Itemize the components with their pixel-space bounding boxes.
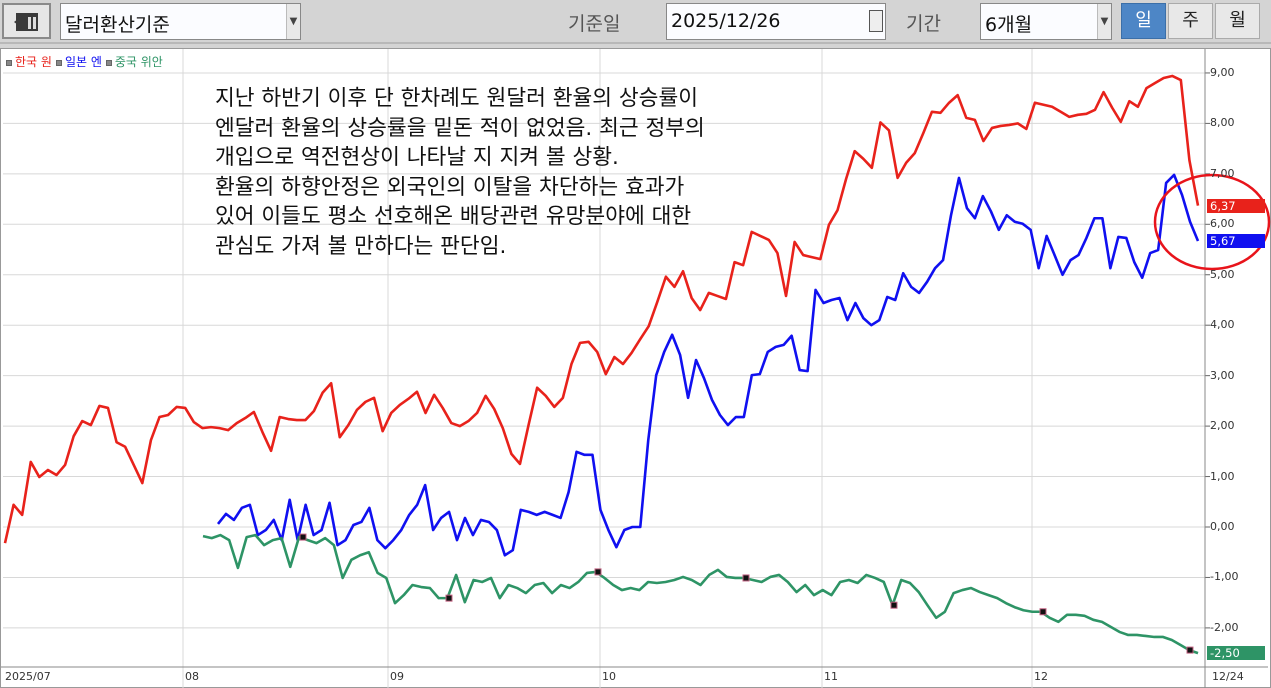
legend-label: 일본 엔 (64, 55, 102, 69)
x-tick-label: 10 (602, 670, 616, 683)
y-tick-label: 0,00 (1210, 520, 1235, 533)
date-label: 기준일 (568, 13, 621, 35)
y-tick-label: 8,00 (1210, 116, 1235, 130)
x-tick-label: 12 (1034, 670, 1048, 683)
y-tick-label: 5,00 (1210, 267, 1235, 281)
series-line-0 (3, 74, 1200, 544)
legend: 한국 원 일본 엔 중국 위안 (6, 53, 163, 70)
legend-item-jpy[interactable]: 일본 엔 (55, 53, 102, 70)
event-marker (742, 574, 750, 582)
event-marker (1186, 646, 1194, 654)
chevron-down-icon[interactable]: ▼ (1097, 4, 1111, 39)
panel-toggle-icon[interactable] (2, 3, 51, 39)
legend-label: 중국 위안 (114, 55, 163, 69)
y-tick-label: 7,00 (1210, 166, 1235, 180)
series-line-2 (202, 533, 1199, 655)
basis-select-value: 달러환산기준 (65, 14, 170, 36)
y-tick-label: -2,00 (1210, 620, 1239, 634)
legend-item-cny[interactable]: 중국 위안 (105, 53, 163, 70)
chevron-down-icon[interactable]: ▼ (286, 4, 300, 39)
toolbar: 달러환산기준 ▼ 기준일 2025/12/26 기간 6개월 ▼ 일 주 월 (0, 0, 1271, 44)
period-month-button[interactable]: 월 (1215, 3, 1260, 39)
event-marker (445, 594, 453, 602)
x-tick-label: 11 (824, 670, 838, 683)
basis-select[interactable]: 달러환산기준 ▼ (60, 3, 301, 40)
event-marker (890, 601, 898, 609)
y-tick-label: 4,00 (1210, 318, 1235, 332)
date-input[interactable]: 2025/12/26 (666, 3, 886, 40)
period-select-value: 6개월 (985, 14, 1033, 36)
date-value: 2025/12/26 (671, 10, 781, 32)
legend-label: 한국 원 (15, 55, 52, 69)
event-marker (299, 533, 307, 541)
last-value-label: 5,67 (1207, 233, 1265, 248)
series-line-1 (216, 173, 1200, 557)
y-tick-label: 1,00 (1210, 469, 1235, 483)
period-label: 기간 (906, 13, 941, 35)
y-tick-label: -1,00 (1210, 570, 1239, 584)
event-marker (594, 568, 602, 576)
y-tick-label: 6,00 (1210, 217, 1235, 231)
x-tick-label: 2025/07 (5, 670, 51, 683)
last-value-label: -2,50 (1207, 646, 1265, 661)
chart-area (0, 48, 1271, 688)
y-tick-label: 3,00 (1210, 368, 1235, 382)
annotation-text: 지난 하반기 이후 단 한차례도 원달러 환율의 상승률이 엔달러 환율의 상승… (215, 86, 705, 259)
x-tick-label: 09 (390, 670, 404, 683)
period-day-button[interactable]: 일 (1121, 3, 1166, 39)
calendar-icon[interactable] (869, 10, 883, 32)
period-week-button[interactable]: 주 (1168, 3, 1213, 39)
y-tick-label: 9,00 (1210, 65, 1235, 79)
x-tick-label: 08 (185, 670, 199, 683)
period-select[interactable]: 6개월 ▼ (980, 3, 1112, 40)
highlight-circle (1153, 173, 1271, 271)
last-value-label: 6,37 (1207, 198, 1265, 213)
x-tick-label: 12/24 (1212, 670, 1244, 683)
legend-item-krw[interactable]: 한국 원 (6, 53, 52, 70)
event-marker (1039, 608, 1047, 616)
y-tick-label: 2,00 (1210, 419, 1235, 433)
